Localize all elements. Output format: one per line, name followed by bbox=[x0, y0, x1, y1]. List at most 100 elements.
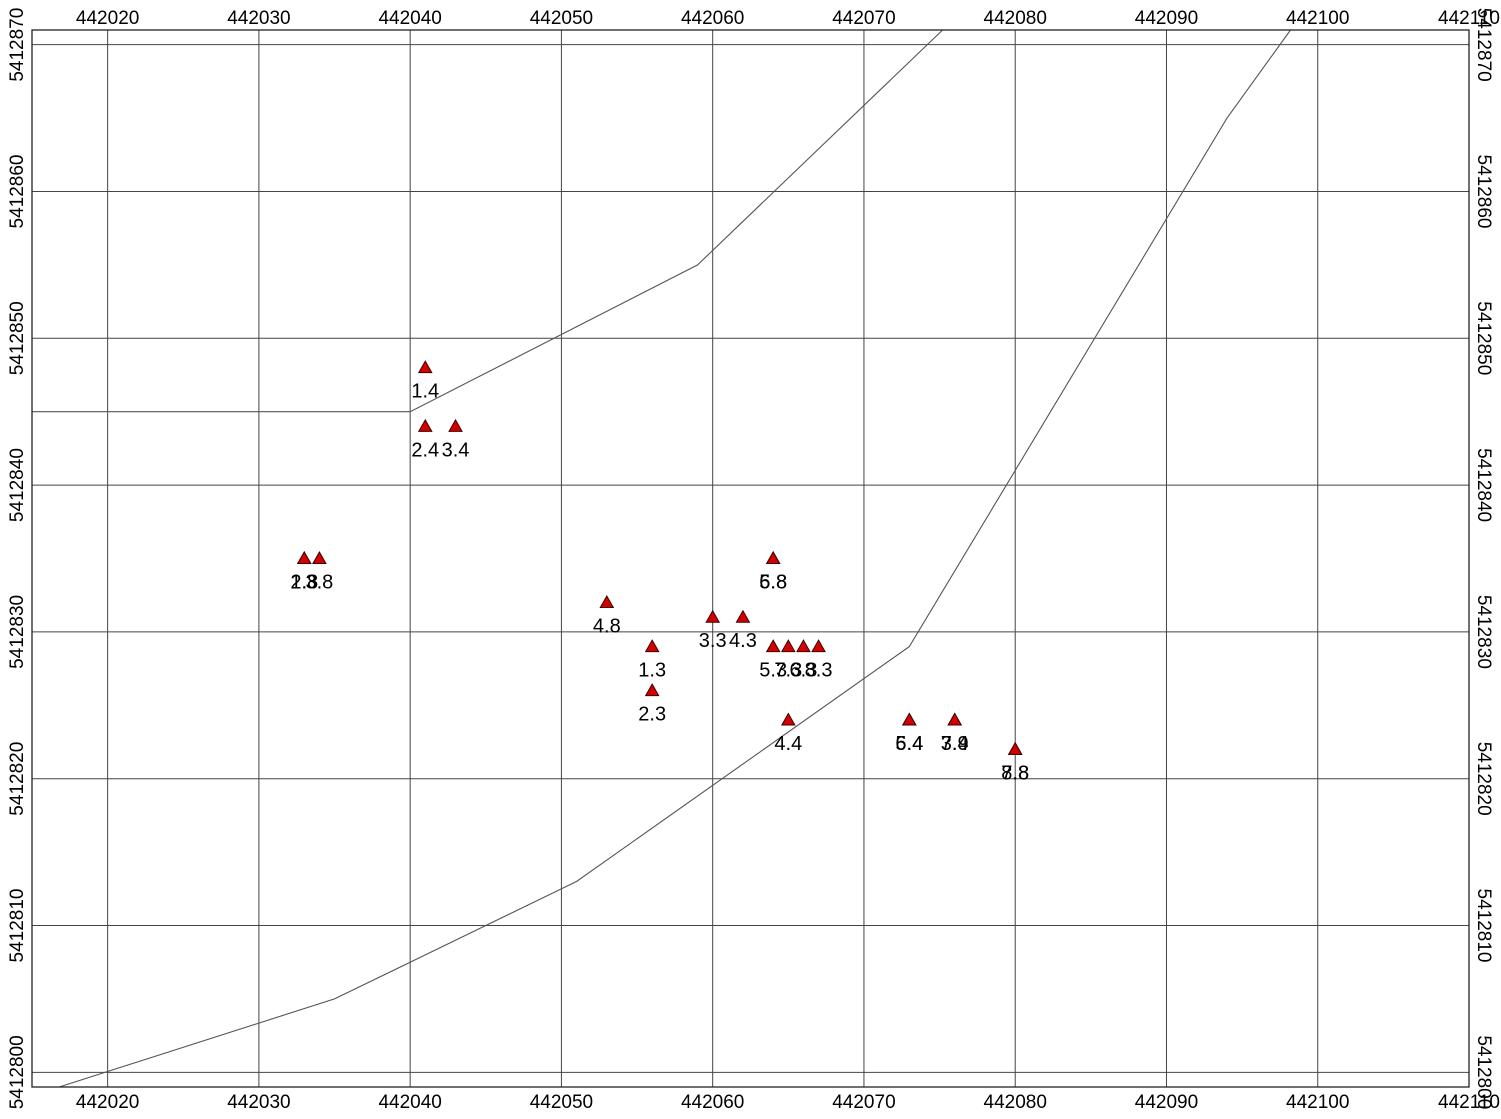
survey-point[interactable]: 1.3 bbox=[638, 639, 666, 682]
triangle-marker-icon bbox=[417, 418, 433, 432]
survey-point[interactable]: 1.4 bbox=[411, 360, 439, 403]
point-value-label: 6.4 bbox=[895, 733, 923, 755]
point-value-label: 1.3 bbox=[290, 572, 318, 594]
northing-tick-label: 5412810 bbox=[1473, 889, 1494, 963]
point-value-label: 4.4 bbox=[774, 733, 802, 755]
northing-tick-label: 5412830 bbox=[1473, 595, 1494, 669]
northing-tick-label: 5412810 bbox=[7, 889, 28, 963]
point-value-label: 8.3 bbox=[805, 660, 833, 682]
survey-point[interactable]: 6.4 bbox=[895, 712, 923, 755]
easting-tick-label: 442100 bbox=[1286, 1092, 1349, 1113]
northing-tick-label: 5412820 bbox=[7, 742, 28, 816]
survey-point[interactable]: 6.8 bbox=[759, 550, 787, 594]
triangle-marker-icon bbox=[765, 639, 781, 653]
point-value-label: 3.3 bbox=[699, 630, 727, 652]
easting-tick-label: 442030 bbox=[227, 1092, 290, 1113]
lower-boundary-line bbox=[59, 29, 1291, 1088]
easting-tick-label: 442080 bbox=[984, 1092, 1047, 1113]
point-value-label: 7.8 bbox=[1001, 762, 1029, 784]
survey-point[interactable]: 6.3 bbox=[790, 639, 818, 682]
point-value-label: 7.4 bbox=[941, 733, 969, 755]
triangle-marker-icon bbox=[296, 550, 312, 564]
point-value-label: 7.3 bbox=[774, 660, 802, 682]
survey-point[interactable]: 4.8 bbox=[593, 595, 621, 638]
survey-point[interactable]: 5.3 bbox=[759, 639, 787, 682]
survey-point[interactable]: 3.3 bbox=[699, 609, 727, 653]
triangle-marker-icon bbox=[796, 639, 811, 653]
northing-tick-label: 5412860 bbox=[7, 155, 28, 229]
triangle-marker-icon bbox=[780, 712, 796, 726]
northing-tick-label: 5412870 bbox=[1473, 8, 1494, 82]
easting-tick-label: 442050 bbox=[530, 1092, 593, 1113]
point-value-label: 1.3 bbox=[638, 660, 666, 682]
easting-tick-label: 442100 bbox=[1286, 8, 1349, 29]
easting-tick-label: 442110 bbox=[1438, 8, 1500, 29]
northing-tick-label: 5412840 bbox=[1473, 448, 1494, 522]
northing-tick-label: 5412850 bbox=[7, 301, 28, 375]
easting-tick-label: 442110 bbox=[1438, 1092, 1500, 1113]
map-frame bbox=[31, 29, 1470, 1088]
survey-point[interactable]: 8.3 bbox=[805, 639, 833, 682]
survey-point[interactable]: 2.4 bbox=[411, 418, 439, 462]
survey-point[interactable]: 3.8 bbox=[305, 550, 333, 594]
upper-boundary-line bbox=[32, 29, 943, 413]
northing-tick-label: 5412870 bbox=[7, 8, 28, 82]
triangle-marker-icon bbox=[1007, 741, 1023, 755]
triangle-marker-icon bbox=[705, 609, 721, 623]
point-value-label: 8.8 bbox=[1001, 762, 1029, 784]
survey-point[interactable]: 8.8 bbox=[1001, 741, 1029, 785]
easting-tick-label: 442070 bbox=[832, 1092, 895, 1113]
easting-tick-label: 442040 bbox=[378, 8, 441, 29]
triangle-marker-icon bbox=[765, 550, 781, 564]
bottom-easting-labels: 442020 442030 442040 442050 442060 442070 4420… bbox=[76, 1092, 1500, 1113]
easting-tick-label: 442020 bbox=[76, 8, 139, 29]
easting-tick-label: 442060 bbox=[681, 1092, 744, 1113]
point-value-label: 5.3 bbox=[759, 660, 787, 682]
northing-tick-label: 5412840 bbox=[7, 448, 28, 522]
survey-point[interactable]: 3.9 bbox=[941, 712, 969, 755]
northing-tick-label: 5412800 bbox=[7, 1035, 28, 1109]
point-value-label: 4.8 bbox=[593, 616, 621, 638]
point-value-label: 2.3 bbox=[638, 704, 666, 726]
northing-tick-label: 5412800 bbox=[1473, 1035, 1494, 1109]
triangle-marker-icon bbox=[644, 639, 660, 653]
point-value-label: 3.8 bbox=[305, 572, 333, 594]
easting-tick-label: 442040 bbox=[378, 1092, 441, 1113]
easting-tick-label: 442020 bbox=[76, 1092, 139, 1113]
northing-tick-label: 5412820 bbox=[1473, 742, 1494, 816]
survey-point[interactable]: 7.3 bbox=[774, 639, 802, 682]
survey-point[interactable]: 4.4 bbox=[774, 712, 802, 755]
northing-tick-label: 5412830 bbox=[7, 595, 28, 669]
triangle-marker-icon bbox=[644, 683, 660, 697]
triangle-marker-icon bbox=[735, 609, 751, 623]
point-value-label: 3.9 bbox=[941, 733, 969, 755]
coordinate-grid bbox=[32, 30, 1469, 1087]
northing-tick-label: 5412850 bbox=[1473, 301, 1494, 375]
easting-tick-label: 442030 bbox=[227, 8, 290, 29]
point-value-label: 4.3 bbox=[729, 630, 757, 652]
point-value-label: 3.4 bbox=[442, 439, 470, 461]
survey-point[interactable]: 2.3 bbox=[638, 683, 666, 726]
triangle-marker-icon bbox=[417, 360, 433, 374]
boundary-lines bbox=[32, 29, 1291, 1088]
triangle-marker-icon bbox=[947, 712, 963, 726]
easting-tick-label: 442060 bbox=[681, 8, 744, 29]
triangle-marker-icon bbox=[448, 418, 463, 432]
northing-tick-label: 5412860 bbox=[1473, 155, 1494, 229]
left-northing-labels: 5412800 5412810 5412820 5412830 5412840 54128… bbox=[7, 8, 28, 1110]
survey-point[interactable]: 1.3 bbox=[290, 550, 318, 594]
point-value-label: 2.4 bbox=[411, 439, 439, 461]
triangle-marker-icon bbox=[599, 595, 615, 609]
right-northing-labels: 5412800 5412810 5412820 5412830 5412840 54128… bbox=[1473, 8, 1494, 1110]
easting-tick-label: 442050 bbox=[530, 8, 593, 29]
top-easting-labels: 442020 442030 442040 442050 442060 442070 4420… bbox=[76, 8, 1500, 29]
point-value-label: 6.8 bbox=[759, 572, 787, 594]
triangle-marker-icon bbox=[811, 639, 826, 653]
survey-point[interactable]: 4.3 bbox=[729, 609, 757, 653]
triangle-marker-icon bbox=[780, 639, 796, 653]
triangle-marker-icon bbox=[901, 712, 917, 726]
point-value-label: 2.8 bbox=[290, 572, 318, 594]
survey-point[interactable]: 3.4 bbox=[442, 418, 470, 462]
easting-tick-label: 442080 bbox=[984, 8, 1047, 29]
